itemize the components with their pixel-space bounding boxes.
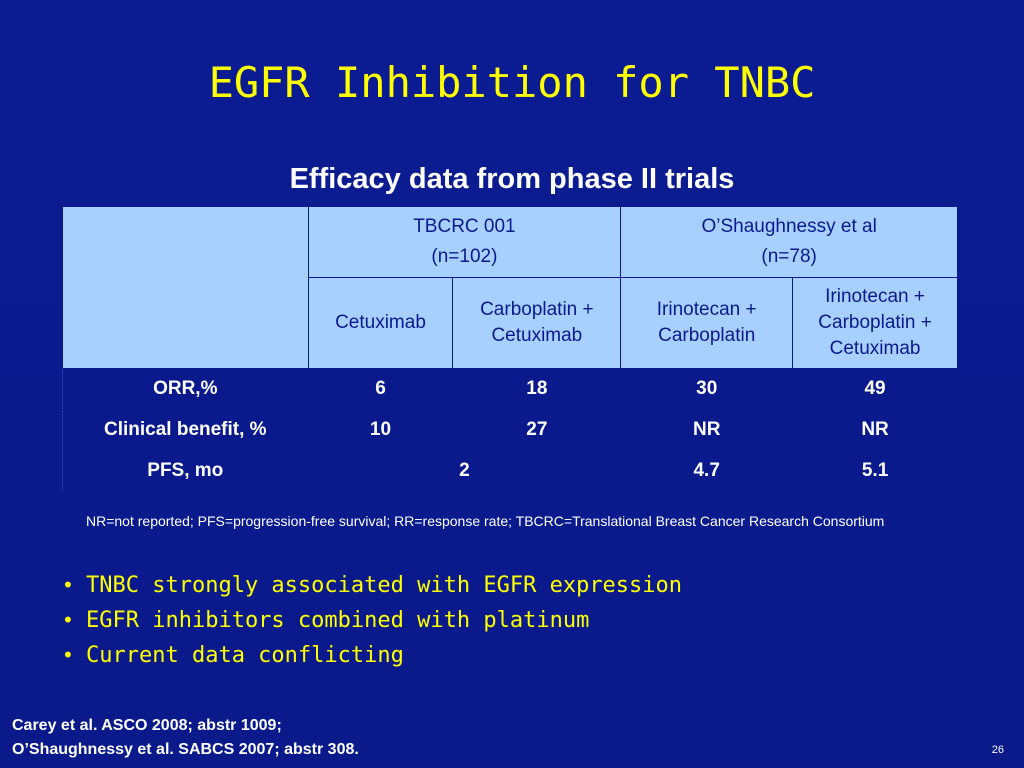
bullet-item: • EGFR inhibitors combined with platinum (62, 605, 682, 640)
table-subheader-row: Cetuximab Carboplatin + Cetuximab Irinot… (63, 277, 958, 369)
bullet-icon: • (62, 643, 74, 667)
table-cell: 27 (452, 409, 622, 451)
bullet-text: Current data conflicting (86, 643, 404, 668)
bullet-item: • Current data conflicting (62, 640, 682, 675)
reference-line: O’Shaughnessy et al. SABCS 2007; abstr 3… (12, 741, 359, 758)
row-label: Clinical benefit, % (62, 409, 309, 451)
table-cell: 4.7 (620, 450, 794, 492)
table-cell: 30 (620, 368, 794, 410)
references: Carey et al. ASCO 2008; abstr 1009; O’Sh… (12, 714, 359, 762)
group-n: (n=78) (761, 246, 817, 267)
table-cell: 49 (792, 368, 958, 410)
table-cell: NR (620, 409, 794, 451)
group-name: O’Shaughnessy et al (701, 216, 877, 237)
table-cell: 18 (452, 368, 622, 410)
table-heading: Efficacy data from phase II trials (289, 163, 735, 195)
page-number: 26 (991, 744, 1004, 756)
row-label: PFS, mo (62, 450, 309, 492)
table-row: PFS, mo 2 4.7 5.1 (62, 450, 958, 492)
table-cell: 6 (307, 368, 454, 410)
group-header-tbcrc: TBCRC 001 (n=102) (307, 206, 622, 278)
group-name: TBCRC 001 (413, 216, 516, 237)
table-row: ORR,% 6 18 30 49 (62, 368, 958, 410)
bullet-item: • TNBC strongly associated with EGFR expr… (62, 570, 682, 605)
slide-title: EGFR Inhibition for TNBC (208, 58, 816, 107)
row-label: ORR,% (62, 368, 309, 410)
table-cell: 10 (307, 409, 454, 451)
subheader-cell: Carboplatin + Cetuximab (452, 277, 622, 369)
table-corner-cell (62, 206, 309, 369)
table-cell: NR (792, 409, 958, 451)
bullet-text: EGFR inhibitors combined with platinum (86, 608, 590, 633)
subheader-cell: Cetuximab (307, 277, 454, 369)
table-cell: 5.1 (792, 450, 958, 492)
table-row: Clinical benefit, % 10 27 NR NR (62, 409, 958, 451)
reference-line: Carey et al. ASCO 2008; abstr 1009; (12, 717, 282, 734)
bullet-icon: • (62, 608, 74, 632)
subheader-cell: Irinotecan + Carboplatin (620, 277, 794, 369)
bullet-list: • TNBC strongly associated with EGFR expr… (62, 570, 682, 675)
bullet-icon: • (62, 573, 74, 597)
table-cell: 2 (307, 450, 622, 492)
group-header-oshaughnessy: O’Shaughnessy et al (n=78) (620, 206, 958, 278)
subheader-cell: Irinotecan + Carboplatin + Cetuximab (792, 277, 958, 369)
table-header-row: TBCRC 001 (n=102) O’Shaughnessy et al (n… (62, 206, 958, 369)
table-footnote: NR=not reported; PFS=progression-free su… (86, 513, 885, 529)
group-n: (n=102) (431, 246, 498, 267)
efficacy-table: TBCRC 001 (n=102) O’Shaughnessy et al (n… (62, 206, 958, 492)
bullet-text: TNBC strongly associated with EGFR expre… (86, 573, 683, 598)
